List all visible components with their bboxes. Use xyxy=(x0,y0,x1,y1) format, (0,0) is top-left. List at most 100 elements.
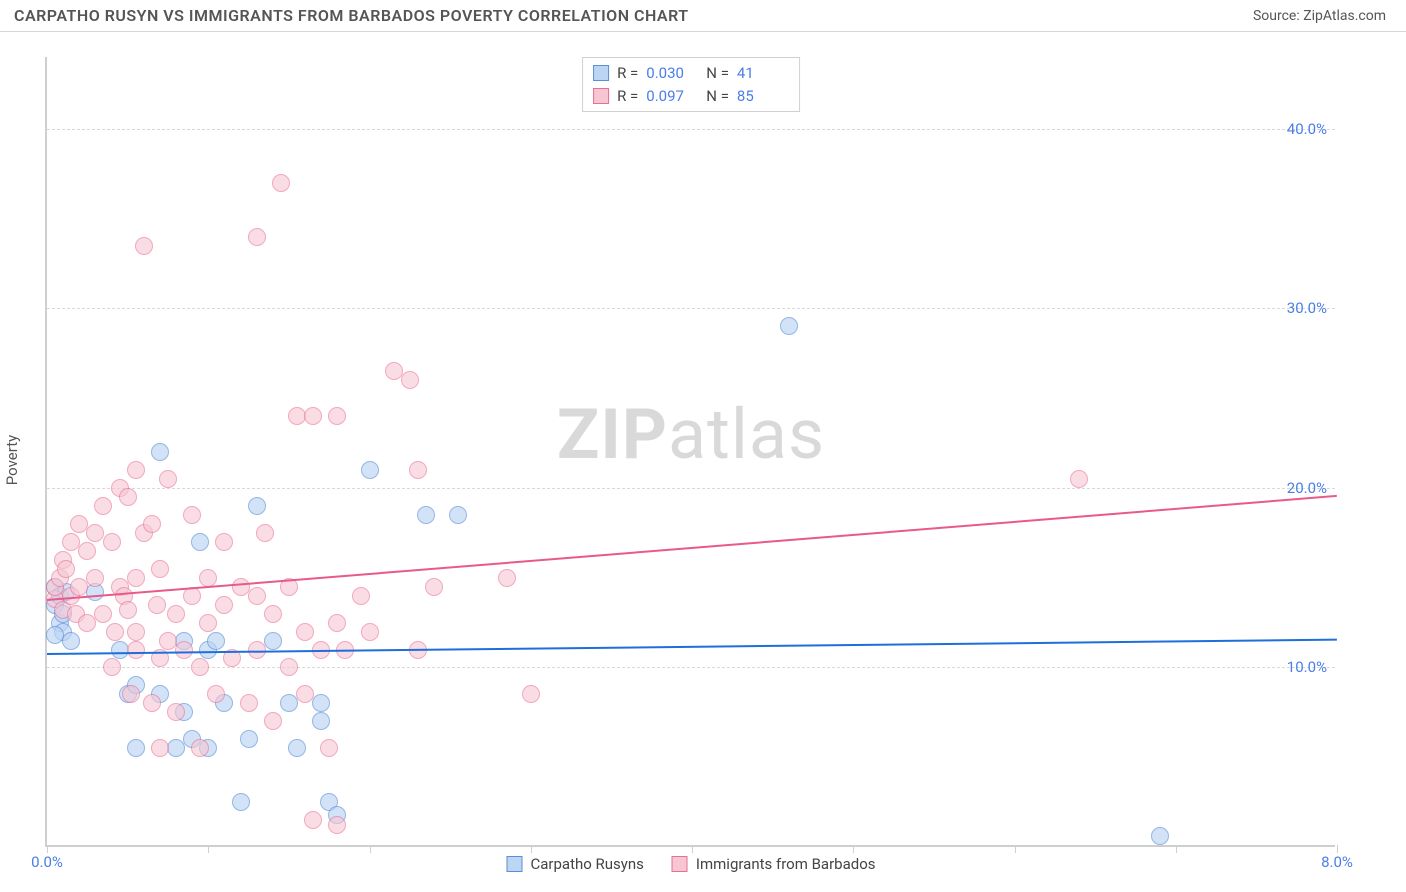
scatter-point-barbados xyxy=(320,739,338,757)
scatter-point-carpatho xyxy=(312,694,330,712)
x-tick xyxy=(1337,845,1338,853)
x-tick xyxy=(1015,845,1016,853)
x-tick xyxy=(47,845,48,853)
scatter-point-barbados xyxy=(328,816,346,834)
gridline-h xyxy=(47,129,1335,130)
scatter-point-barbados xyxy=(106,623,124,641)
scatter-point-carpatho xyxy=(417,506,435,524)
scatter-point-carpatho xyxy=(1151,827,1169,845)
scatter-point-barbados xyxy=(522,685,540,703)
scatter-point-carpatho xyxy=(264,632,282,650)
scatter-point-barbados xyxy=(328,614,346,632)
scatter-point-barbados xyxy=(264,605,282,623)
scatter-point-barbados xyxy=(119,488,137,506)
scatter-point-barbados xyxy=(94,497,112,515)
scatter-point-barbados xyxy=(248,228,266,246)
x-tick xyxy=(208,845,209,853)
scatter-point-barbados xyxy=(78,542,96,560)
plot-container: Poverty ZIPatlas R = 0.030 N = 41R = 0.097 N … xyxy=(0,32,1406,887)
x-tick xyxy=(853,845,854,853)
series-legend-label: Immigrants from Barbados xyxy=(696,855,876,873)
legend-r-label: R = xyxy=(617,62,638,85)
scatter-point-barbados xyxy=(248,587,266,605)
scatter-point-barbados xyxy=(103,533,121,551)
scatter-point-barbados xyxy=(151,739,169,757)
y-tick-label: 30.0% xyxy=(1287,299,1327,317)
scatter-point-carpatho xyxy=(127,739,145,757)
scatter-point-barbados xyxy=(148,596,166,614)
y-axis-label: Poverty xyxy=(3,434,21,484)
header-bar: CARPATHO RUSYN VS IMMIGRANTS FROM BARBAD… xyxy=(0,0,1406,32)
scatter-point-barbados xyxy=(240,694,258,712)
scatter-point-barbados xyxy=(361,623,379,641)
scatter-point-barbados xyxy=(135,237,153,255)
x-tick xyxy=(1176,845,1177,853)
legend-row: R =0.097N =85 xyxy=(593,85,789,108)
gridline-h xyxy=(47,488,1335,489)
scatter-point-barbados xyxy=(256,524,274,542)
scatter-point-barbados xyxy=(304,407,322,425)
scatter-point-carpatho xyxy=(62,632,80,650)
series-legend-item: Immigrants from Barbados xyxy=(672,855,876,873)
scatter-point-barbados xyxy=(191,739,209,757)
legend-row: R = 0.030 N = 41 xyxy=(593,62,789,85)
scatter-point-barbados xyxy=(215,596,233,614)
series-legend-label: Carpatho Rusyns xyxy=(531,855,644,873)
scatter-point-barbados xyxy=(103,658,121,676)
plot-area: ZIPatlas R =0.030N =41R =0.097N =85 Carp… xyxy=(45,57,1335,847)
scatter-point-barbados xyxy=(57,560,75,578)
scatter-point-barbados xyxy=(70,578,88,596)
scatter-point-barbados xyxy=(127,623,145,641)
scatter-point-carpatho xyxy=(449,506,467,524)
scatter-point-carpatho xyxy=(361,461,379,479)
legend-n-value: 85 xyxy=(737,85,789,108)
legend-n-value: 41 xyxy=(737,62,789,85)
y-tick-label: 10.0% xyxy=(1287,658,1327,676)
scatter-point-barbados xyxy=(199,614,217,632)
scatter-point-barbados xyxy=(401,371,419,389)
scatter-point-carpatho xyxy=(151,443,169,461)
trendline-barbados xyxy=(47,495,1337,601)
scatter-point-barbados xyxy=(175,641,193,659)
scatter-point-barbados xyxy=(94,605,112,623)
source-label: Source: xyxy=(1253,8,1300,24)
legend-n-label: N = xyxy=(706,85,729,108)
scatter-point-barbados xyxy=(143,694,161,712)
scatter-point-barbados xyxy=(296,685,314,703)
legend-n-label: N = xyxy=(706,62,729,85)
x-tick xyxy=(531,845,532,853)
scatter-point-barbados xyxy=(296,623,314,641)
watermark: ZIPatlas xyxy=(557,394,825,476)
chart-title: CARPATHO RUSYN VS IMMIGRANTS FROM BARBAD… xyxy=(14,6,689,25)
scatter-point-barbados xyxy=(425,578,443,596)
scatter-point-barbados xyxy=(498,569,516,587)
scatter-point-barbados xyxy=(352,587,370,605)
scatter-point-barbados xyxy=(409,461,427,479)
scatter-point-barbados xyxy=(127,569,145,587)
watermark-zip: ZIP xyxy=(557,394,668,476)
scatter-point-barbados xyxy=(207,685,225,703)
x-tick-label: 8.0% xyxy=(1321,853,1353,871)
series-legend: Carpatho Rusyns Immigrants from Barbados xyxy=(507,855,876,873)
scatter-point-barbados xyxy=(280,658,298,676)
scatter-point-barbados xyxy=(328,407,346,425)
legend-swatch xyxy=(507,856,523,872)
correlation-legend: R = 0.030 N = 41R = 0.097 N = 85 xyxy=(582,57,800,112)
scatter-point-carpatho xyxy=(288,739,306,757)
scatter-point-barbados xyxy=(183,506,201,524)
trendline-carpatho xyxy=(47,639,1337,655)
legend-r-value: 0.030 xyxy=(646,62,698,85)
series-legend-item: Carpatho Rusyns xyxy=(507,855,644,873)
legend-swatch xyxy=(672,856,688,872)
legend-swatch xyxy=(593,88,609,104)
scatter-point-barbados xyxy=(167,605,185,623)
legend-r-value: 0.097 xyxy=(646,85,698,108)
scatter-point-barbados xyxy=(167,703,185,721)
x-tick xyxy=(370,845,371,853)
scatter-point-barbados xyxy=(1070,470,1088,488)
scatter-point-carpatho xyxy=(312,712,330,730)
gridline-h xyxy=(47,308,1335,309)
scatter-point-barbados xyxy=(272,174,290,192)
scatter-point-barbados xyxy=(143,515,161,533)
scatter-point-barbados xyxy=(159,470,177,488)
